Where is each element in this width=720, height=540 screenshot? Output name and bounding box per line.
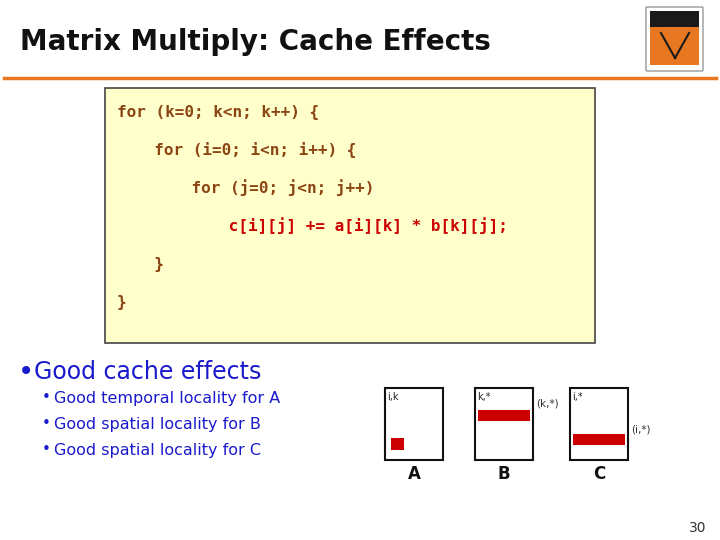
Bar (573, 434, 625, 445)
Bar (385, 388, 443, 460)
Text: A: A (408, 465, 420, 483)
Bar (650, 27, 699, 65)
Text: B: B (498, 465, 510, 483)
Text: •: • (42, 390, 51, 406)
Text: •: • (18, 358, 35, 386)
Bar (475, 388, 533, 460)
Bar (391, 438, 404, 450)
Text: for (k=0; k<n; k++) {: for (k=0; k<n; k++) { (117, 105, 319, 119)
Bar (650, 11, 699, 27)
Bar (105, 88, 595, 343)
Text: (i,*): (i,*) (631, 425, 650, 435)
Text: i,k: i,k (387, 392, 398, 402)
Text: Good cache effects: Good cache effects (34, 360, 261, 384)
Text: •: • (42, 416, 51, 431)
Text: C: C (593, 465, 605, 483)
Bar (570, 388, 628, 460)
Text: Good spatial locality for B: Good spatial locality for B (54, 416, 261, 431)
Text: Good spatial locality for C: Good spatial locality for C (54, 442, 261, 457)
Text: 30: 30 (688, 521, 706, 535)
Text: for (i=0; i<n; i++) {: for (i=0; i<n; i++) { (135, 142, 356, 158)
Text: c[i][j] += a[i][k] * b[k][j];: c[i][j] += a[i][k] * b[k][j]; (171, 218, 508, 234)
Text: (k,*): (k,*) (536, 399, 559, 409)
FancyBboxPatch shape (646, 7, 703, 71)
Text: }: } (135, 256, 164, 272)
Text: k,*: k,* (477, 392, 490, 402)
Text: Good temporal locality for A: Good temporal locality for A (54, 390, 280, 406)
Bar (478, 410, 530, 421)
Text: Matrix Multiply: Cache Effects: Matrix Multiply: Cache Effects (20, 28, 491, 56)
Text: }: } (117, 294, 127, 309)
Text: i,*: i,* (572, 392, 582, 402)
Text: •: • (42, 442, 51, 457)
Text: for (j=0; j<n; j++): for (j=0; j<n; j++) (153, 180, 374, 197)
